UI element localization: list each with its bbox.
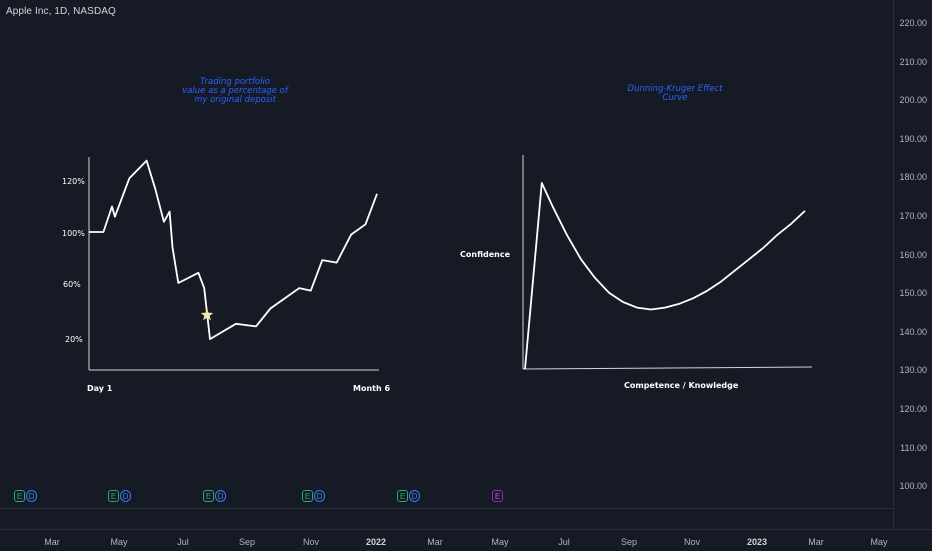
time-label: Nov (302, 537, 320, 547)
price-label: 120.00 (899, 404, 927, 414)
earnings-badge[interactable]: E (14, 490, 25, 502)
dk-title-line-1: Dunning-Kruger Effect (627, 84, 723, 94)
time-label: May (110, 537, 128, 547)
dk-series-line (524, 182, 806, 370)
price-label: 150.00 (899, 288, 927, 299)
time-label: Nov (683, 537, 701, 547)
star-marker (200, 308, 214, 321)
time-label: Sep (620, 537, 638, 547)
dk-x-label: Competence / Knowledge (624, 381, 739, 390)
event-group[interactable]: E (492, 490, 504, 504)
y-tick-20: 20% (65, 335, 83, 344)
time-label: Mar (44, 537, 60, 547)
price-label: 140.00 (899, 326, 927, 337)
x-end-label: Month 6 (353, 384, 391, 393)
drawings-layer (88, 155, 813, 371)
portfolio-title-line-1: Trading portfolio (199, 77, 271, 87)
portfolio-title-line-3: my original deposit (194, 95, 276, 105)
price-label: 160.00 (899, 249, 927, 260)
time-label: Sep (238, 537, 256, 547)
time-label: Jul (177, 537, 189, 547)
earnings-badge[interactable]: E (397, 490, 408, 502)
portfolio-chart-title: Trading portfolio value as a percentage … (170, 78, 300, 105)
time-label: 2023 (746, 537, 768, 547)
events-divider (0, 508, 893, 509)
price-label: 200.00 (899, 95, 927, 106)
dk-y-label: Confidence (460, 250, 511, 259)
y-tick-100: 100% (62, 229, 85, 238)
price-label: 180.00 (899, 172, 927, 183)
price-axis[interactable]: 220.00 210.00 200.00 190.00 180.00 170.00 160.… (893, 0, 932, 530)
price-label: 210.00 (899, 56, 927, 67)
time-label: Jul (558, 537, 570, 547)
dk-x-axis (522, 366, 813, 370)
dividend-badge[interactable]: D (215, 490, 226, 502)
symbol-title[interactable]: Apple Inc, 1D, NASDAQ (6, 6, 116, 17)
dividend-badge[interactable]: D (120, 490, 131, 502)
time-label: Mar (808, 537, 824, 547)
time-label: 2022 (365, 537, 387, 547)
y-tick-60: 60% (63, 280, 81, 289)
time-label: May (870, 537, 888, 547)
time-axis[interactable]: Mar May Jul Sep Nov 2022 Mar May Jul Sep Nov 2023 Ma… (0, 529, 932, 551)
price-label: 130.00 (899, 365, 927, 376)
price-label: 170.00 (899, 211, 927, 221)
dividend-badge[interactable]: D (26, 490, 37, 502)
x-start-label: Day 1 (87, 384, 113, 393)
time-label: Mar (427, 537, 443, 547)
y-tick-120: 120% (62, 177, 85, 186)
dividend-badge[interactable]: D (409, 490, 420, 502)
earnings-badge[interactable]: E (492, 490, 503, 502)
dividend-badge[interactable]: D (314, 490, 325, 502)
price-label: 220.00 (899, 18, 927, 28)
portfolio-title-line-2: value as a percentage of (182, 86, 288, 96)
dunning-kruger-title: Dunning-Kruger Effect Curve (610, 85, 740, 103)
dk-title-line-2: Curve (662, 93, 688, 103)
earnings-badge[interactable]: E (302, 490, 313, 502)
price-label: 190.00 (899, 133, 927, 144)
earnings-badge[interactable]: E (108, 490, 119, 502)
price-label: 100.00 (899, 481, 927, 492)
earnings-badge[interactable]: E (203, 490, 214, 502)
time-label: May (491, 537, 509, 547)
price-label: 110.00 (900, 442, 927, 453)
portfolio-series-line (89, 159, 378, 341)
